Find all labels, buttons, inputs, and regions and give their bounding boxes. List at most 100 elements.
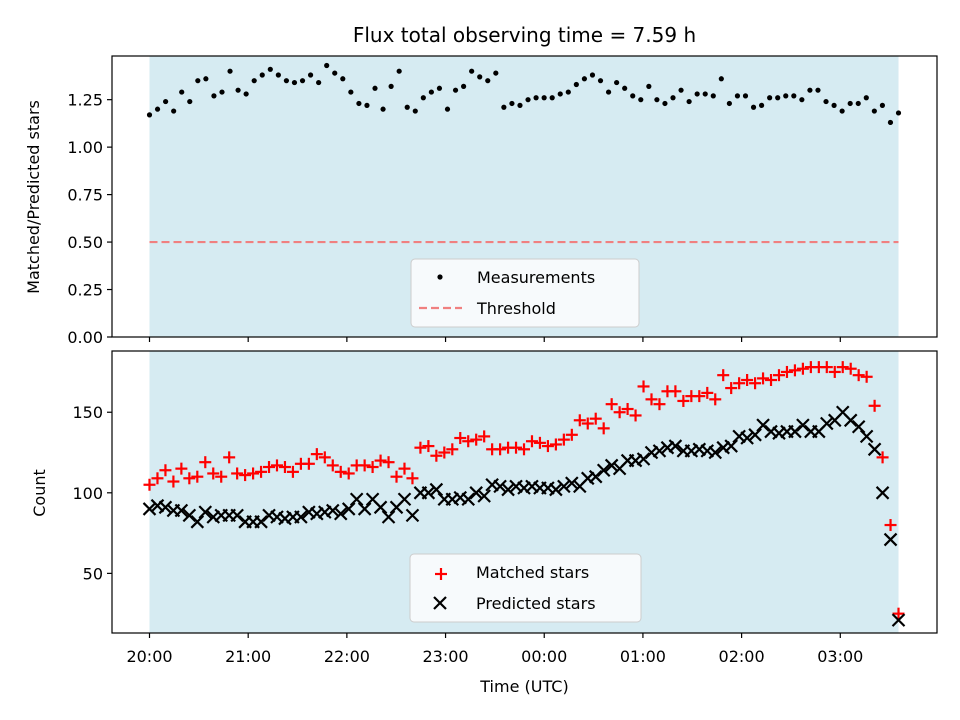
predicted-stars-point	[748, 428, 762, 442]
predicted-stars-point	[501, 482, 515, 497]
predicted-stars-point	[875, 486, 890, 500]
measurement-point	[501, 104, 507, 110]
measurements-series	[146, 62, 902, 126]
matched-stars-point	[860, 370, 873, 383]
measurement-point	[549, 95, 555, 101]
measurement-point	[799, 97, 805, 103]
predicted-stars-point	[325, 503, 340, 518]
matched-stars-point	[183, 472, 196, 485]
measurement-point	[163, 98, 169, 105]
legend-measurements-marker	[437, 274, 443, 280]
matched-stars-point	[438, 446, 451, 459]
matched-stars-point	[167, 475, 180, 488]
matched-stars-point	[334, 465, 347, 478]
matched-stars-point	[549, 438, 562, 451]
matched-stars-point	[270, 459, 283, 472]
measurement-point	[283, 78, 290, 84]
bottom-x-tick-label: 23:00	[422, 647, 468, 666]
legend-matched-label: Matched stars	[476, 563, 589, 582]
matched-stars-point	[446, 443, 459, 456]
matched-stars-point	[709, 393, 722, 406]
matched-stars-point	[565, 428, 578, 441]
top-legend: Measurements Threshold	[410, 258, 640, 328]
matched-stars-point	[820, 361, 833, 374]
top-x-ticks	[148, 337, 841, 342]
matched-stars-point	[772, 369, 785, 382]
matched-stars-point	[876, 451, 889, 464]
measurement-point	[171, 108, 177, 114]
measurement-point	[203, 76, 209, 82]
measurement-point	[154, 106, 161, 112]
matched-stars-point	[589, 412, 602, 425]
matched-stars-point	[286, 465, 299, 478]
measurement-point	[742, 93, 749, 99]
matched-stars-point	[518, 443, 531, 456]
predicted-stars-point	[158, 500, 173, 515]
matched-stars-point	[143, 478, 156, 491]
measurement-point	[783, 93, 789, 99]
measurement-point	[420, 95, 426, 101]
measurement-point	[179, 89, 185, 95]
matched-stars-point	[278, 461, 291, 474]
measurement-point	[557, 91, 563, 97]
measurement-point	[332, 70, 338, 76]
measurement-point	[622, 85, 628, 91]
matched-stars-point	[629, 409, 642, 422]
measurement-point	[380, 106, 386, 112]
measurement-point	[509, 100, 515, 107]
measurement-point	[219, 89, 225, 95]
matched-stars-point	[557, 433, 570, 446]
measurement-point	[718, 76, 724, 82]
matched-stars-point	[263, 461, 276, 474]
top-panel: 0.00 0.25 0.50 0.75 1.00 1.25 Matched/Predict…	[24, 55, 938, 347]
matched-stars-point	[852, 369, 865, 382]
bottom-panel: 50 100 150 20:00 21:00 22:00 23:00 00:00 01:00 0…	[30, 350, 938, 696]
matched-stars-point	[231, 467, 244, 480]
measurement-point	[428, 89, 434, 95]
measurement-point	[565, 89, 571, 95]
top-y-axis-label: Matched/Predicted stars	[24, 100, 43, 294]
top-y-axis: 0.00 0.25 0.50 0.75 1.00 1.25	[67, 91, 112, 347]
matched-stars-point	[199, 456, 212, 469]
bottom-x-axis: 20:00 21:00 22:00 23:00 00:00 01:00 02:00 03:00	[126, 633, 863, 666]
measurement-point	[485, 78, 491, 84]
measurement-point	[517, 102, 523, 108]
predicted-stars-point	[684, 444, 699, 458]
measurement-point	[589, 72, 596, 78]
measurement-point	[871, 108, 877, 114]
measurement-point	[638, 97, 644, 103]
predicted-stars-point	[867, 442, 882, 457]
measurement-point	[630, 93, 636, 99]
predicted-stars-point	[525, 479, 539, 494]
measurement-point	[187, 98, 193, 105]
matched-stars-point	[382, 456, 395, 469]
predicted-stars-point	[405, 508, 420, 523]
measurement-point	[807, 87, 813, 93]
matched-stars-point	[207, 467, 220, 480]
matched-stars-point	[701, 386, 714, 399]
measurement-point	[581, 76, 588, 82]
matched-stars-point	[326, 459, 339, 472]
bottom-legend-box	[409, 553, 642, 623]
top-plot-frame	[111, 55, 938, 338]
matched-stars-point	[390, 470, 403, 483]
predicted-stars-point	[477, 489, 491, 503]
matched-stars-point	[406, 472, 419, 485]
measurement-point	[396, 68, 402, 74]
bottom-x-axis-label: Time (UTC)	[479, 677, 568, 696]
measurement-point	[267, 66, 273, 72]
predicted-stars-point	[604, 458, 619, 473]
measurement-point	[452, 87, 459, 93]
measurement-point	[710, 93, 716, 99]
predicted-stars-point	[349, 492, 364, 507]
matched-stars-point	[310, 448, 323, 461]
predicted-stars-point	[692, 442, 707, 457]
bottom-x-tick-label: 21:00	[225, 647, 271, 666]
matched-stars-point	[677, 394, 690, 407]
measurement-point	[356, 100, 362, 107]
measurement-point	[525, 97, 531, 103]
predicted-stars-point	[740, 431, 754, 445]
predicted-stars-point	[278, 511, 292, 526]
measurement-point	[436, 85, 443, 91]
matched-stars-point	[796, 362, 809, 375]
